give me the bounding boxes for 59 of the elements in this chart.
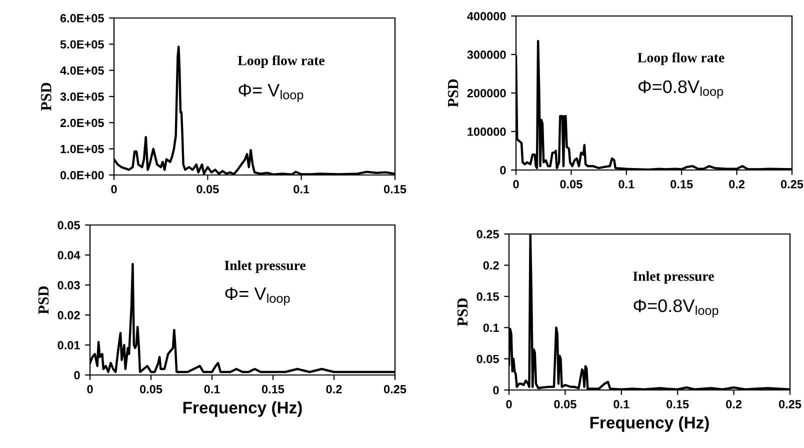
x-tick-label: 0.25 [778,400,802,408]
x-tick-label: 0 [513,180,519,188]
y-axis-title: PSD [457,298,468,326]
y-tick-label: 400000 [467,12,506,20]
x-tick-label: 0.25 [780,180,804,188]
y-tick-label: 0 [500,166,506,174]
x-axis-title: Frequency (Hz) [590,416,709,432]
y-tick-label: 0.1 [483,324,499,332]
y-tick-label: 300000 [467,50,506,59]
x-tick-label: 0.05 [560,180,582,188]
x-tick-label: 0.05 [140,385,162,394]
x-tick-label: 0 [506,400,512,408]
y-tick-label: 0.0E+00 [60,171,104,180]
x-tick-label: 0.15 [384,185,406,194]
x-tick-label: 0.1 [618,180,634,188]
y-tick-label: 200000 [467,89,506,98]
y-tick-label: 0.25 [476,230,499,238]
x-tick-label: 0.25 [384,385,406,394]
y-tick-label: 6.0E+05 [60,14,104,22]
y-axis-title: PSD [38,286,49,314]
annotation: Inlet pressure [633,271,714,284]
y-tick-label: 4.0E+05 [60,66,104,75]
y-axis-title: PSD [448,79,458,108]
x-tick-label: 0.15 [262,385,284,394]
x-tick-label: 0.15 [666,400,689,408]
x-tick-label: 0.2 [326,385,342,394]
annotation: Φ= V$_{loop}$ [225,287,290,306]
y-tick-label: 0.2 [483,261,499,270]
annotation: Loop flow rate [638,52,724,66]
y-axis-title: PSD [41,82,52,111]
x-tick-label: 0.1 [294,185,310,194]
annotation: Φ= V$_{loop}$ [238,84,304,102]
x-tick-label: 0.15 [670,180,693,188]
y-tick-label: 2.0E+05 [60,118,104,128]
annotation: Inlet pressure [224,260,306,273]
y-tick-label: 0.05 [58,221,80,230]
y-tick-label: 0.01 [58,341,80,350]
y-tick-label: 0 [74,371,80,380]
x-tick-label: 0.05 [554,400,576,408]
y-tick-label: 0.05 [476,354,499,364]
y-tick-label: 0.04 [58,251,80,260]
x-tick-label: 0.1 [204,385,220,394]
y-tick-label: 100000 [468,128,506,136]
annotation: Φ=0.8V$_{loop}$ [638,80,724,98]
annotation: Loop flow rate [238,55,324,68]
y-tick-label: 5.0E+05 [60,40,104,49]
x-tick-label: 0.2 [726,400,742,408]
y-tick-label: 0.02 [58,311,80,320]
x-tick-label: 0.2 [729,180,745,188]
x-tick-label: 0.05 [196,185,219,194]
x-axis-title: Frequency (Hz) [183,401,302,417]
x-tick-label: 0 [87,385,93,394]
x-tick-label: 0.1 [614,400,630,408]
y-tick-label: 0.03 [58,281,80,290]
y-tick-label: 1.0E+05 [60,144,104,154]
x-tick-label: 0 [111,185,117,194]
y-tick-label: 0.15 [476,292,499,301]
y-tick-label: 3.0E+05 [60,92,104,101]
annotation: Φ=0.8V$_{loop}$ [634,299,718,318]
